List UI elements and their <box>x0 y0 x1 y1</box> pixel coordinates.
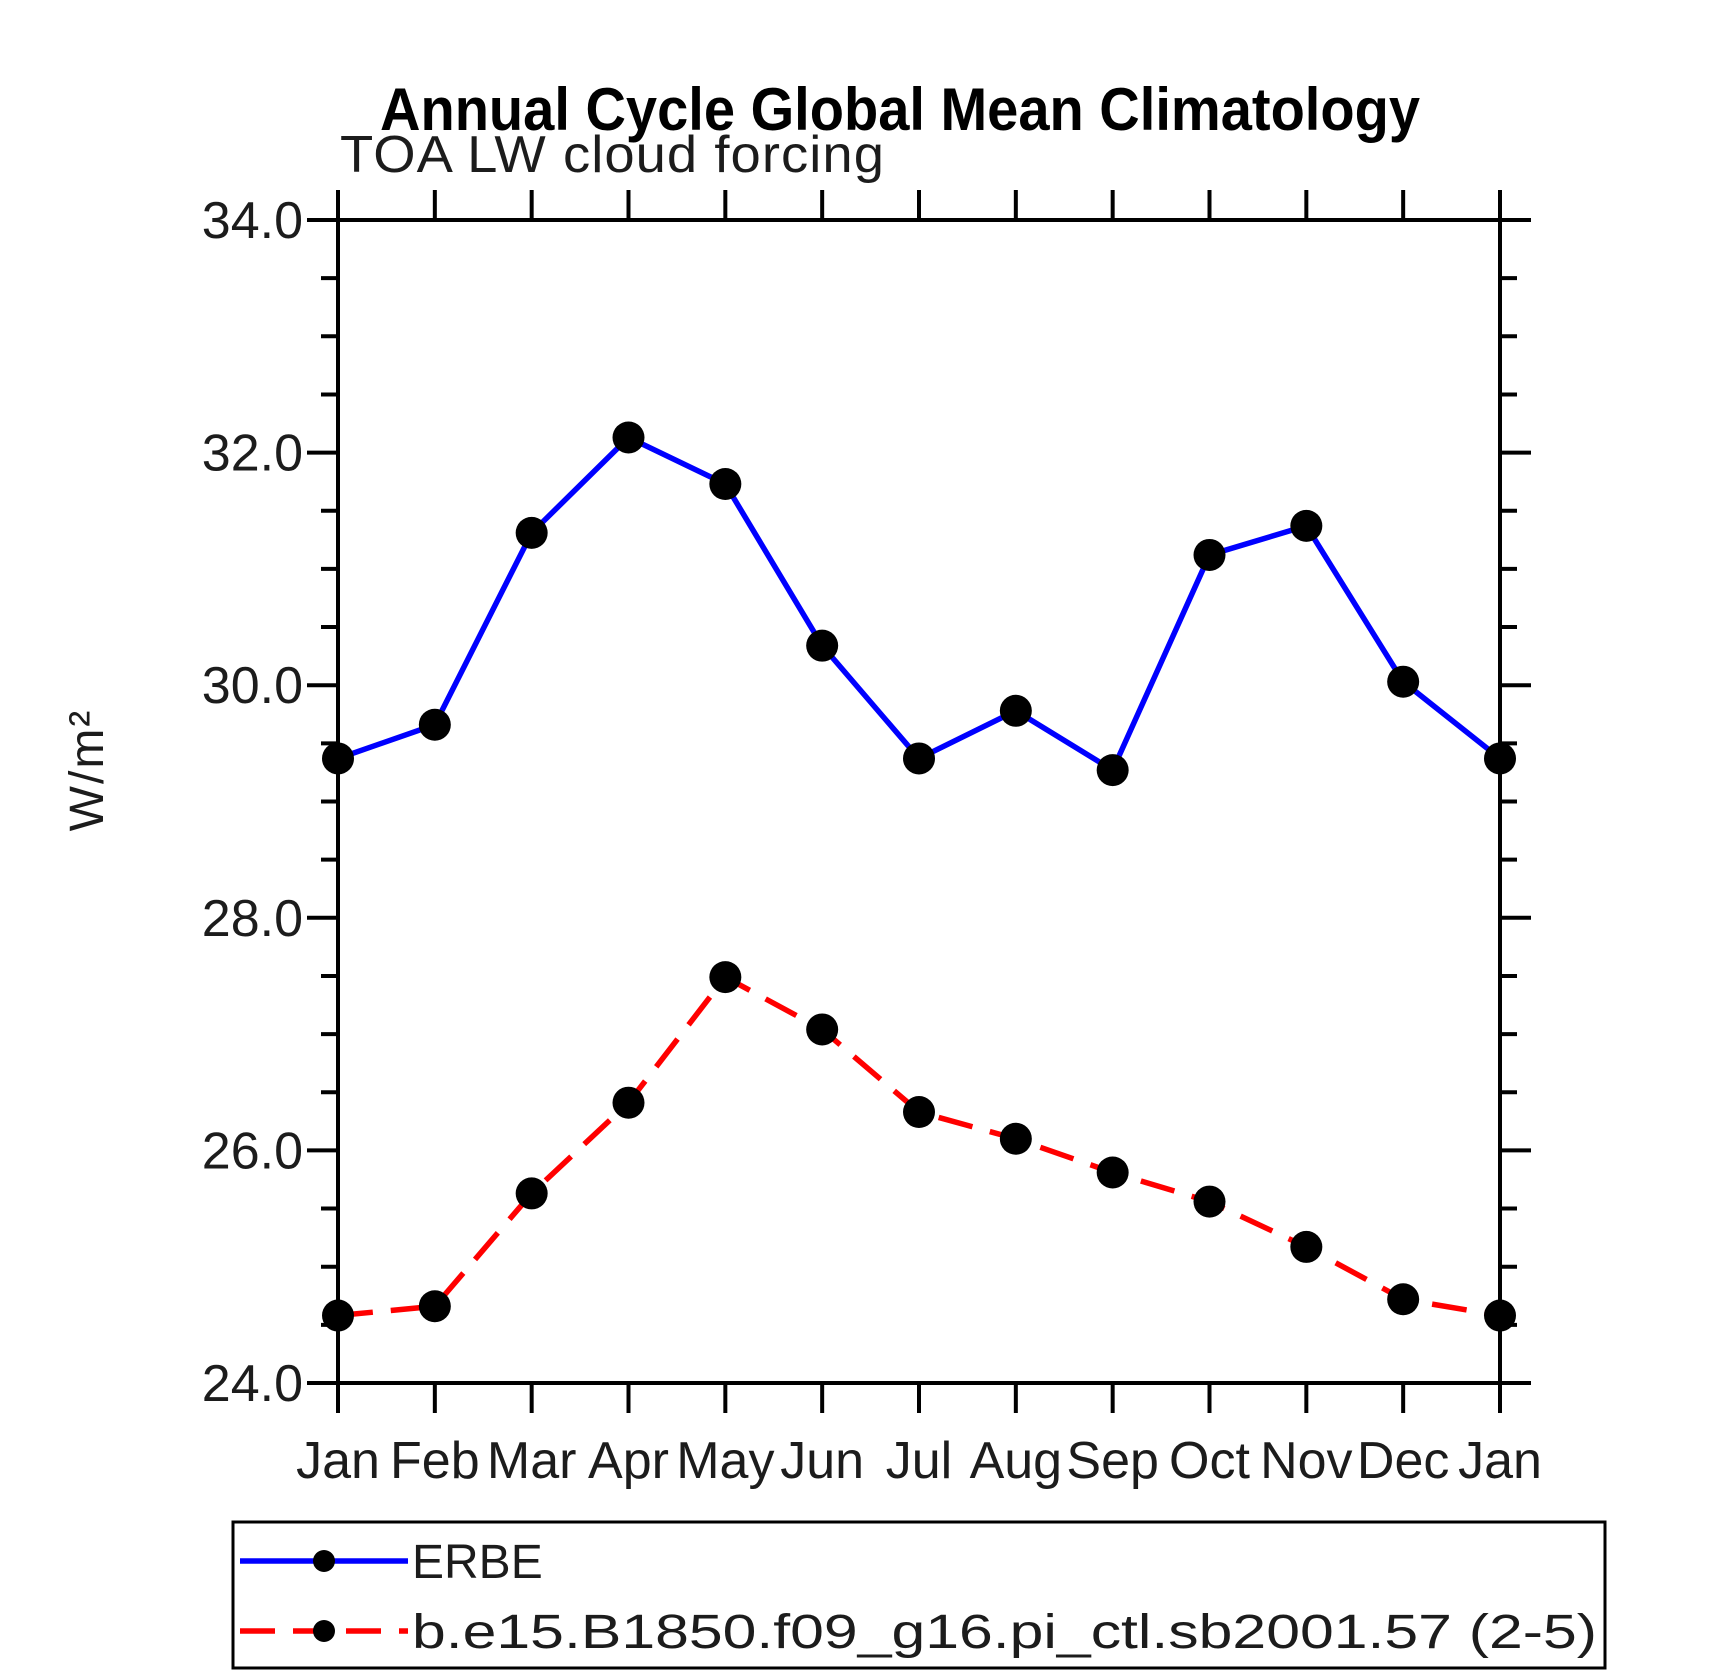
x-tick-label: Sep <box>1066 1432 1159 1490</box>
data-point-marker <box>1290 509 1323 542</box>
chart-title: Annual Cycle Global Mean Climatology <box>380 76 1421 143</box>
x-tick-label: Jan <box>296 1432 380 1490</box>
data-point-marker <box>709 961 742 994</box>
data-point-marker <box>515 1177 548 1210</box>
data-point-marker <box>903 1096 935 1129</box>
data-point-marker <box>806 1013 839 1046</box>
series-line-model <box>337 973 1501 1319</box>
x-tick-label: Oct <box>1169 1432 1250 1490</box>
data-point-marker <box>322 742 354 775</box>
y-tick-label: 28.0 <box>202 890 303 948</box>
data-point-marker <box>612 1086 645 1119</box>
legend-label-erbe: ERBE <box>412 1536 543 1589</box>
y-tick-label: 26.0 <box>202 1122 303 1180</box>
x-tick-label: Jan <box>1458 1432 1542 1490</box>
data-point-marker <box>515 516 548 549</box>
series-line-erbe <box>337 434 1502 775</box>
data-point-marker <box>999 694 1032 727</box>
data-point-marker <box>1484 1299 1516 1332</box>
data-point-marker <box>1290 1230 1323 1263</box>
legend-marker-model <box>313 1620 335 1642</box>
axes-layer <box>307 190 1531 1413</box>
data-point-marker <box>418 1290 451 1323</box>
legend-box: ERBE b.e15.B1850.f09_g16.pi_ctl.sb2001.5… <box>231 1520 1607 1670</box>
data-point-marker <box>806 629 839 662</box>
x-tick-label: May <box>676 1432 774 1490</box>
x-tick-label: Dec <box>1357 1432 1449 1490</box>
data-point-marker <box>1096 754 1129 787</box>
data-point-marker <box>418 708 451 741</box>
chart-subtitle: TOA LW cloud forcing <box>340 126 885 184</box>
x-tick-label: Feb <box>390 1432 480 1490</box>
x-tick-label: Mar <box>487 1432 577 1490</box>
data-point-marker <box>1193 538 1226 571</box>
data-point-marker <box>1387 1283 1420 1316</box>
x-tick-label: Nov <box>1260 1432 1352 1490</box>
data-point-marker <box>1193 1185 1226 1218</box>
y-tick-label: 30.0 <box>202 657 303 715</box>
data-point-marker <box>1484 742 1516 775</box>
legend-label-model: b.e15.B1850.f09_g16.pi_ctl.sb2001.57 (2-… <box>412 1606 1597 1659</box>
legend-frame <box>231 1520 1607 1670</box>
legend-marker-erbe <box>313 1550 335 1572</box>
x-tick-label: Aug <box>970 1432 1063 1490</box>
y-tick-label: 24.0 <box>202 1355 303 1413</box>
x-tick-label: Jun <box>780 1432 864 1490</box>
y-axis-unit-label: W/m² <box>61 709 114 832</box>
data-point-marker <box>709 468 742 501</box>
data-point-marker <box>612 421 645 454</box>
data-point-marker <box>999 1122 1032 1155</box>
y-tick-label: 32.0 <box>202 425 303 483</box>
x-tick-label: Apr <box>588 1432 669 1490</box>
series-layer <box>322 421 1516 1332</box>
data-point-marker <box>1387 665 1420 698</box>
data-point-marker <box>903 742 935 775</box>
x-tick-label: Jul <box>886 1432 952 1490</box>
data-point-marker <box>322 1299 354 1332</box>
data-point-marker <box>1096 1156 1129 1189</box>
y-tick-label: 34.0 <box>202 192 303 250</box>
